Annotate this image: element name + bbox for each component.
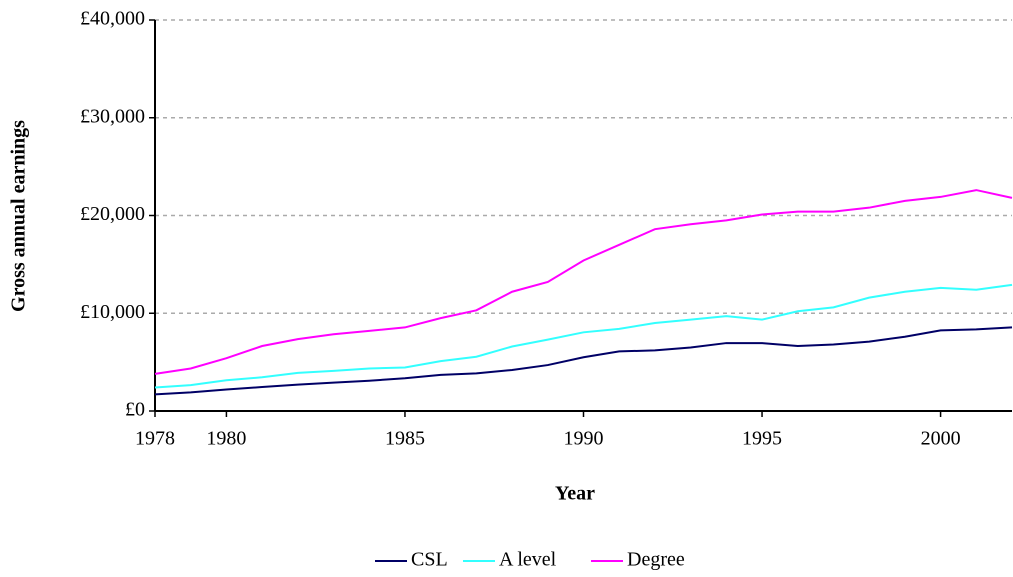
legend-label: Degree bbox=[627, 549, 685, 571]
x-tick-label: 1995 bbox=[742, 428, 782, 450]
legend-label: A level bbox=[499, 549, 557, 571]
y-tick-label: £40,000 bbox=[80, 8, 145, 30]
x-tick-label: 1980 bbox=[206, 428, 246, 450]
y-tick-label: £30,000 bbox=[80, 105, 145, 127]
y-tick-label: £10,000 bbox=[80, 301, 145, 323]
x-axis-label: Year bbox=[555, 483, 595, 505]
series-line bbox=[154, 189, 1013, 375]
y-tick-label: £20,000 bbox=[80, 203, 145, 225]
x-tick-label: 1990 bbox=[564, 428, 604, 450]
y-tick-label: £0 bbox=[125, 399, 145, 421]
legend-label: CSL bbox=[411, 549, 448, 571]
x-tick-label: 2000 bbox=[921, 428, 961, 450]
series-line bbox=[154, 283, 1013, 389]
x-tick-label: 1978 bbox=[135, 428, 175, 450]
series-line bbox=[154, 326, 1013, 396]
x-tick-label: 1985 bbox=[385, 428, 425, 450]
y-axis-label: Gross annual earnings bbox=[8, 120, 30, 312]
